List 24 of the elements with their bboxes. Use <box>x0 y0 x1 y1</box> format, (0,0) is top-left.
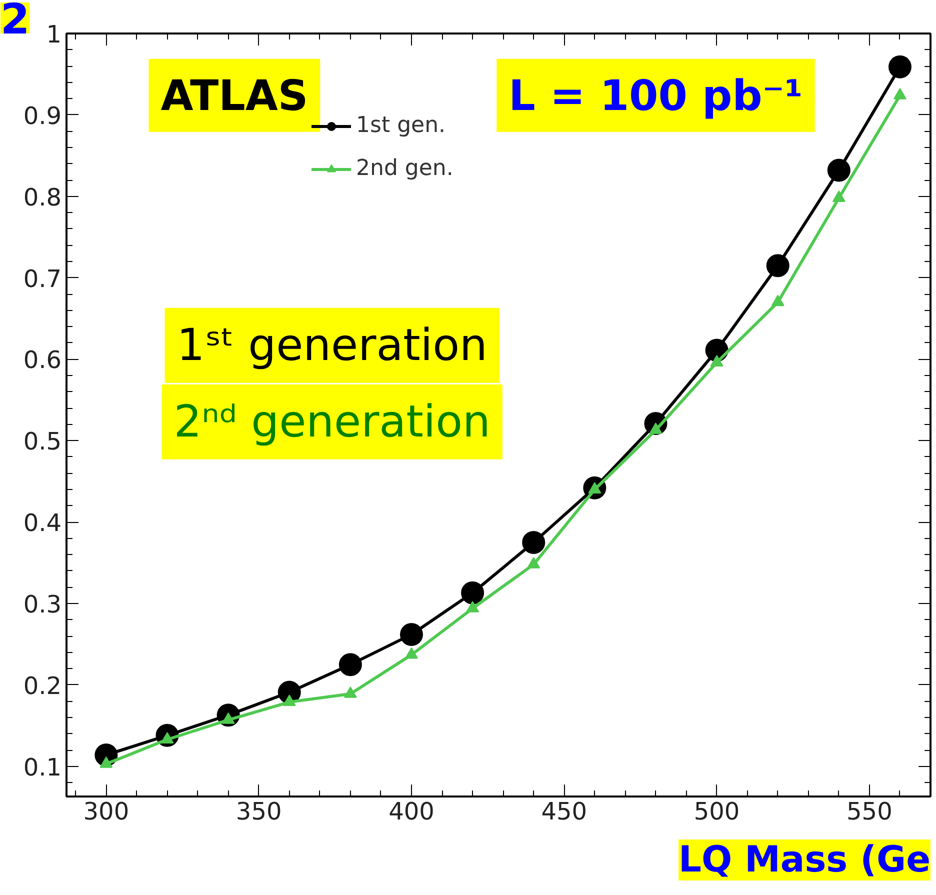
x-tick-label: 550 <box>846 798 892 826</box>
y-tick-label: 0.9 <box>23 102 62 130</box>
y-tick-label: 0.8 <box>23 183 62 212</box>
legend-label: 2nd gen. <box>356 156 454 181</box>
annotation: 2ⁿᵈ generation <box>174 396 490 448</box>
x-tick-label: 350 <box>236 798 282 826</box>
annotation: 1ˢᵗ generation <box>176 320 488 371</box>
y-tick-label: 0.2 <box>23 672 62 700</box>
y-tick-label: 0.1 <box>23 753 62 782</box>
x-tick-label: 400 <box>388 798 434 826</box>
legend-label: 1st gen. <box>356 113 446 138</box>
annotation: ATLAS <box>160 70 308 120</box>
y-tick-label: 0.7 <box>23 264 62 293</box>
y-tick-label: 0.6 <box>23 346 62 374</box>
x-tick-label: 500 <box>694 798 740 826</box>
y-tick-label: 1 <box>46 20 62 48</box>
y-tick-label: 0.4 <box>23 509 62 538</box>
x-tick-label: 300 <box>83 798 130 826</box>
x-axis-title: LQ Mass (Ge <box>678 840 930 880</box>
y-tick-label: 0.5 <box>23 428 62 456</box>
text: 2 <box>0 0 30 44</box>
y-tick-label: 0.3 <box>23 590 62 619</box>
annotation: L = 100 pb⁻¹ <box>508 70 803 120</box>
x-tick-label: 450 <box>541 798 588 826</box>
